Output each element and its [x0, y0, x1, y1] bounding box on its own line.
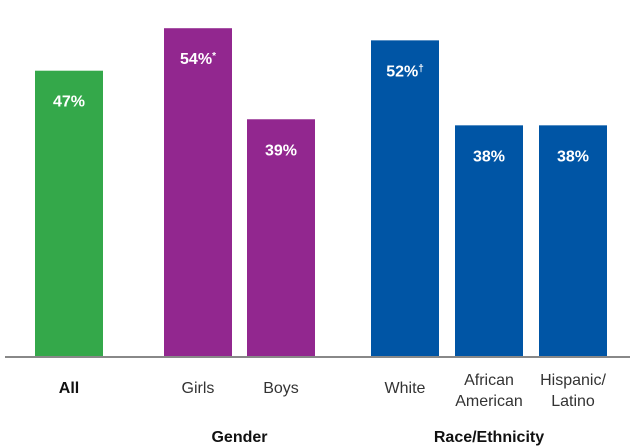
category-label-2: Boys	[263, 380, 299, 397]
bar-5	[539, 125, 607, 356]
category-label-5: Hispanic/Latino	[540, 372, 606, 410]
group-label-1: Race/Ethnicity	[434, 429, 544, 446]
bar-2	[247, 119, 315, 357]
bar-3	[371, 40, 439, 356]
category-label-0: All	[59, 380, 79, 397]
bar-4	[455, 125, 523, 356]
bar-value-label-0: 47%	[53, 94, 85, 111]
group-label-0: Gender	[211, 429, 267, 446]
category-label-4: African American	[455, 372, 523, 410]
bar-value-label-1: 54%*	[180, 51, 216, 68]
bar-1	[164, 28, 232, 357]
bar-0	[35, 70, 103, 356]
bar-value-label-3: 52%†	[386, 63, 424, 80]
category-label-3: White	[385, 380, 426, 397]
bar-value-label-4: 38%	[473, 148, 505, 165]
bar-value-label-2: 39%	[265, 142, 297, 159]
category-label-1: Girls	[182, 380, 215, 397]
bar-value-label-5: 38%	[557, 148, 589, 165]
